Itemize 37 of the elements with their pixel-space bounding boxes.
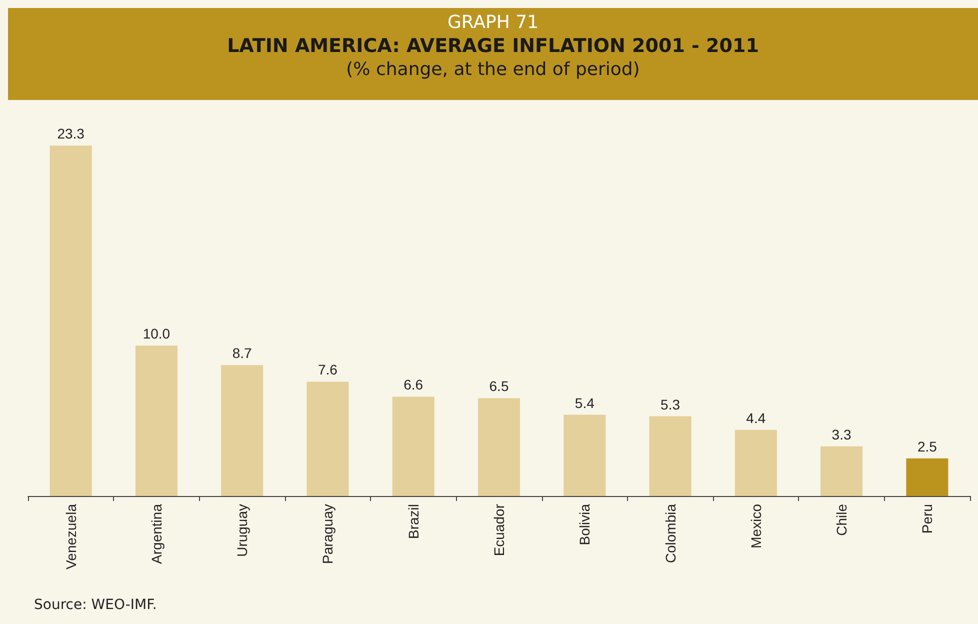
- data-label: 5.3: [660, 396, 680, 412]
- data-label: 23.3: [57, 126, 85, 142]
- caption: GRAPH 71: [446, 12, 540, 33]
- x-tick-label: Paraguay: [320, 504, 336, 564]
- data-label: 4.4: [746, 410, 766, 426]
- data-label: 8.7: [232, 345, 252, 362]
- data-label: 5.4: [574, 394, 595, 411]
- bar: [649, 416, 692, 496]
- bar: [50, 146, 92, 496]
- chart-title: LATIN AMERICA: AVERAGE INFLATION 2001 - 2011: [226, 35, 760, 57]
- bar: [906, 458, 948, 496]
- chart-subtitle: (% change, at the end of period): [345, 59, 641, 80]
- bar: [135, 346, 178, 496]
- x-tick-label: Argentina: [148, 504, 164, 564]
- bar: [478, 398, 520, 496]
- x-tick-label: Colombia: [662, 504, 678, 564]
- x-tick-label: Uruguay: [234, 504, 250, 557]
- bar: [221, 365, 264, 496]
- bar: [564, 414, 606, 496]
- data-label: 10.0: [142, 326, 170, 342]
- bar: [820, 446, 863, 496]
- bar: [734, 430, 777, 496]
- data-label: 6.6: [404, 376, 424, 393]
- source-note: Source: WEO-IMF.: [34, 597, 157, 613]
- x-tick-label: Ecuador: [491, 504, 507, 556]
- x-tick-label: Chile: [834, 504, 850, 536]
- bar: [306, 382, 349, 496]
- x-tick-label: Peru: [919, 504, 936, 534]
- x-tick-label: Bolivia: [576, 504, 593, 546]
- x-tick-label: Mexico: [748, 504, 764, 548]
- data-label: 3.3: [832, 426, 852, 442]
- bar: [392, 396, 434, 496]
- data-label: 7.6: [318, 362, 338, 378]
- x-tick-label: Brazil: [405, 504, 422, 540]
- data-label: 6.5: [489, 378, 509, 394]
- data-label: 2.5: [917, 438, 938, 454]
- x-tick-label: Venezuela: [62, 504, 79, 570]
